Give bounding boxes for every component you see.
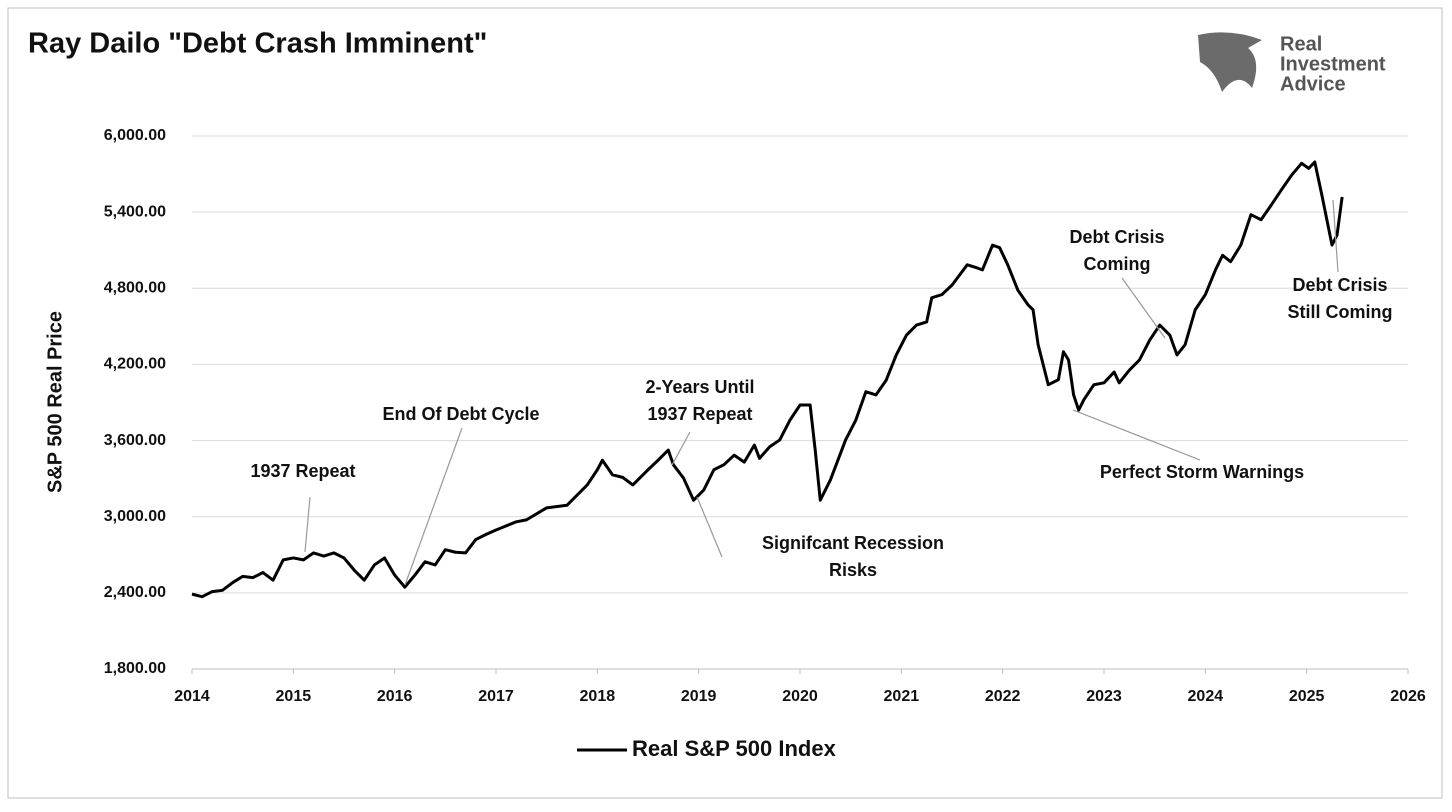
y-axis-label: S&P 500 Real Price xyxy=(44,311,66,493)
x-tick-label: 2018 xyxy=(580,688,616,705)
annotation: End Of Debt Cycle xyxy=(382,404,539,424)
annotation: 2-Years Until xyxy=(645,377,754,397)
logo-text: Investment xyxy=(1280,53,1386,75)
y-tick-label: 3,600.00 xyxy=(104,432,166,449)
logo-text: Real xyxy=(1280,33,1322,55)
annotation: Coming xyxy=(1084,254,1151,274)
legend-label: Real S&P 500 Index xyxy=(632,736,837,761)
logo-icon xyxy=(1198,32,1262,92)
chart-border xyxy=(7,7,1443,799)
annotation: Debt Crisis xyxy=(1069,227,1164,247)
x-tick-label: 2019 xyxy=(681,688,717,705)
x-tick-label: 2017 xyxy=(478,688,514,705)
y-tick-label: 2,400.00 xyxy=(104,584,166,601)
annotation: Debt Crisis xyxy=(1292,275,1387,295)
x-tick-label: 2025 xyxy=(1289,688,1325,705)
x-tick-label: 2024 xyxy=(1188,688,1224,705)
annotation: 1937 Repeat xyxy=(250,461,355,481)
y-tick-label: 3,000.00 xyxy=(104,508,166,525)
annotation: Risks xyxy=(829,560,877,580)
data-line xyxy=(191,160,1344,599)
y-tick-label: 5,400.00 xyxy=(104,203,166,220)
annotation-leader xyxy=(304,496,311,553)
annotation: Still Coming xyxy=(1288,302,1393,322)
annotation-leader xyxy=(404,427,463,586)
annotation: Perfect Storm Warnings xyxy=(1100,462,1304,482)
annotation-leader xyxy=(671,431,691,466)
x-tick-label: 2020 xyxy=(782,688,818,705)
y-tick-label: 6,000.00 xyxy=(104,127,166,144)
x-tick-label: 2022 xyxy=(985,688,1021,705)
x-tick-label: 2026 xyxy=(1390,688,1426,705)
annotation: 1937 Repeat xyxy=(647,404,752,424)
x-tick-label: 2015 xyxy=(276,688,312,705)
y-tick-label: 4,200.00 xyxy=(104,356,166,373)
logo-text: Advice xyxy=(1280,73,1346,95)
annotation-leader xyxy=(1072,409,1201,461)
y-tick-label: 1,800.00 xyxy=(104,660,166,677)
x-tick-label: 2021 xyxy=(884,688,920,705)
chart-title: Ray Dailo "Debt Crash Imminent" xyxy=(28,28,487,60)
x-tick-label: 2023 xyxy=(1086,688,1122,705)
annotation-leader xyxy=(1332,199,1339,273)
annotation: Signifcant Recession xyxy=(762,533,944,553)
x-tick-label: 2014 xyxy=(174,688,210,705)
y-tick-label: 4,800.00 xyxy=(104,280,166,297)
logo: Real Investment Advice xyxy=(1198,32,1386,95)
annotation-leader xyxy=(1121,277,1166,339)
annotation-leader xyxy=(696,496,723,558)
x-tick-label: 2016 xyxy=(377,688,413,705)
